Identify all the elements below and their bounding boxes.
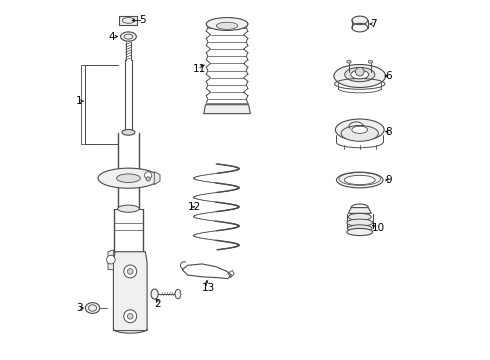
Ellipse shape [337,172,383,188]
Ellipse shape [352,126,368,134]
Polygon shape [108,250,113,270]
Ellipse shape [351,70,368,79]
Ellipse shape [368,60,373,63]
Polygon shape [204,105,250,114]
Text: 1: 1 [76,96,82,106]
Ellipse shape [98,168,159,188]
Text: 5: 5 [139,15,146,26]
Ellipse shape [151,289,158,299]
Text: 9: 9 [386,175,392,185]
Text: 12: 12 [188,202,201,212]
Circle shape [145,172,152,179]
Ellipse shape [118,205,139,212]
Ellipse shape [206,18,248,31]
Circle shape [355,67,364,76]
Ellipse shape [122,130,135,135]
Polygon shape [348,208,371,213]
Ellipse shape [347,228,373,235]
Text: 3: 3 [76,303,82,313]
Ellipse shape [85,303,100,314]
Text: 11: 11 [193,64,206,74]
Circle shape [124,265,137,278]
Ellipse shape [344,175,375,185]
Ellipse shape [348,213,371,221]
Ellipse shape [347,225,372,232]
Circle shape [107,255,115,264]
Ellipse shape [341,126,378,141]
Text: 13: 13 [202,283,215,293]
Ellipse shape [352,16,368,25]
Ellipse shape [335,119,384,140]
Ellipse shape [334,64,386,87]
Text: 8: 8 [386,127,392,136]
Ellipse shape [344,67,375,82]
Circle shape [146,177,150,181]
Ellipse shape [347,219,373,226]
Ellipse shape [121,32,136,41]
Ellipse shape [347,60,351,63]
Ellipse shape [175,289,181,299]
Text: 6: 6 [386,71,392,81]
Circle shape [127,269,133,274]
Circle shape [124,310,137,323]
Polygon shape [113,252,147,330]
Text: 10: 10 [372,224,386,233]
Polygon shape [120,16,137,25]
Ellipse shape [216,22,238,30]
Ellipse shape [117,174,140,183]
Text: 2: 2 [155,299,161,309]
Polygon shape [154,172,160,185]
Circle shape [127,314,133,319]
Text: 7: 7 [370,19,376,29]
Text: 4: 4 [109,32,115,41]
